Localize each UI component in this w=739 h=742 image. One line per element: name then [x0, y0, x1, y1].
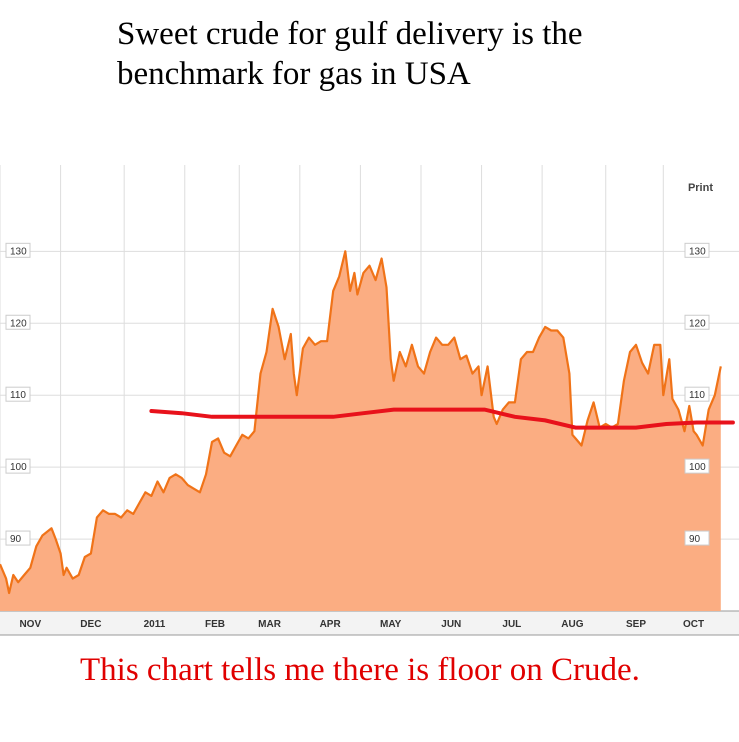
y-tick-left: 100 — [5, 458, 31, 474]
price-area-fill — [0, 251, 721, 612]
floor-line — [149, 407, 735, 430]
x-tick-label: MAR — [258, 619, 282, 630]
y-tick-left: 110 — [5, 386, 31, 402]
y-tick-right: 120 — [684, 314, 710, 330]
tick-label: 130 — [10, 246, 27, 257]
x-tick-label: NOV — [19, 619, 41, 630]
y-tick-right: 100 — [684, 458, 710, 474]
tick-label-box — [684, 386, 710, 402]
y-tick-left: 130 — [5, 242, 31, 258]
tick-label: 120 — [689, 318, 706, 329]
x-axis-band — [0, 611, 739, 635]
y-tick-left: 90 — [5, 530, 31, 546]
y-axis-right-labels: 90 100 110 120 130 — [684, 242, 710, 546]
chart-caption-title: Sweet crude for gulf delivery is the ben… — [117, 16, 583, 92]
y-axis-left-labels: 90 100 110 120 130 — [5, 242, 31, 546]
tick-label: 120 — [10, 318, 27, 329]
x-axis-labels: NOV DEC 2011 FEB MAR APR MAY JUN JUL AUG SEP OCT — [19, 619, 704, 630]
crude-price-chart: 90 100 110 120 130 90 100 110 120 130 NOV DEC 2011… — [0, 165, 739, 643]
tick-label: 90 — [10, 534, 22, 545]
x-tick-label: JUL — [502, 619, 521, 630]
tick-label-box — [5, 530, 31, 546]
x-tick-label: APR — [320, 619, 342, 630]
tick-label: 100 — [10, 462, 27, 473]
tick-label: 110 — [689, 390, 705, 401]
x-tick-label: AUG — [561, 619, 583, 630]
tick-label: 110 — [10, 390, 26, 401]
tick-label-box — [684, 314, 710, 330]
tick-label-box — [684, 242, 710, 258]
x-tick-label: JUN — [441, 619, 461, 630]
x-tick-label: OCT — [683, 619, 704, 630]
y-tick-right: 110 — [684, 386, 710, 402]
tick-label-box — [684, 458, 710, 474]
tick-label-box — [5, 314, 31, 330]
tick-label-box — [5, 386, 31, 402]
price-line — [0, 250, 722, 595]
tick-label: 100 — [689, 462, 706, 473]
y-tick-right: 130 — [684, 242, 710, 258]
tick-label-box — [5, 458, 31, 474]
x-tick-label: MAY — [380, 619, 402, 630]
x-tick-label: SEP — [626, 619, 646, 630]
x-tick-label: 2011 — [144, 619, 166, 630]
y-tick-right: 90 — [684, 530, 710, 546]
tick-label-box — [684, 530, 710, 546]
x-tick-label: FEB — [205, 619, 225, 630]
chart-annotation-note: This chart tells me there is floor on Cr… — [80, 652, 640, 688]
tick-label: 130 — [689, 246, 706, 257]
tick-label-box — [5, 242, 31, 258]
x-tick-label: DEC — [80, 619, 101, 630]
y-tick-left: 120 — [5, 314, 31, 330]
tick-label: 90 — [689, 534, 701, 545]
print-link[interactable]: Print — [688, 182, 713, 194]
